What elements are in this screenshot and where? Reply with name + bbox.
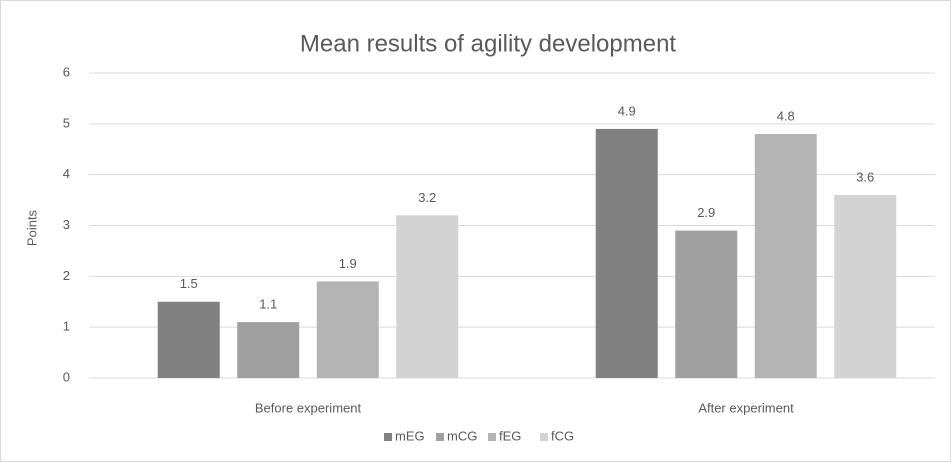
bar xyxy=(834,195,897,378)
bar xyxy=(316,281,379,378)
bar xyxy=(675,230,738,378)
legend-swatch xyxy=(488,433,496,441)
bar xyxy=(595,128,658,378)
legend-swatch xyxy=(436,433,444,441)
x-tick-label: After experiment xyxy=(698,400,794,415)
legend-label: fCG xyxy=(551,428,574,443)
data-label: 1.1 xyxy=(259,297,277,312)
legend-label: mEG xyxy=(395,428,425,443)
y-tick-label: 2 xyxy=(63,268,70,283)
legend-label: mCG xyxy=(447,428,477,443)
y-tick-label: 0 xyxy=(63,369,70,384)
x-tick-label: Before experiment xyxy=(255,400,362,415)
data-label: 3.2 xyxy=(418,190,436,205)
legend-label: fEG xyxy=(499,428,521,443)
legend-swatch xyxy=(384,433,392,441)
data-label: 1.9 xyxy=(339,256,357,271)
bar xyxy=(396,215,459,378)
y-axis-label: Points xyxy=(24,209,39,246)
bar xyxy=(237,322,300,378)
chart-title: Mean results of agility development xyxy=(300,30,677,57)
data-label: 4.9 xyxy=(618,103,636,118)
data-label: 4.8 xyxy=(777,108,795,123)
data-label: 3.6 xyxy=(856,169,874,184)
y-tick-label: 1 xyxy=(63,319,70,334)
y-tick-label: 3 xyxy=(63,217,70,232)
bar xyxy=(157,301,220,378)
y-tick-label: 4 xyxy=(63,166,70,181)
data-label: 2.9 xyxy=(697,205,715,220)
y-tick-label: 5 xyxy=(63,115,70,130)
legend-swatch xyxy=(540,433,548,441)
bar xyxy=(754,134,817,378)
data-label: 1.5 xyxy=(180,276,198,291)
y-tick-label: 6 xyxy=(63,64,70,79)
